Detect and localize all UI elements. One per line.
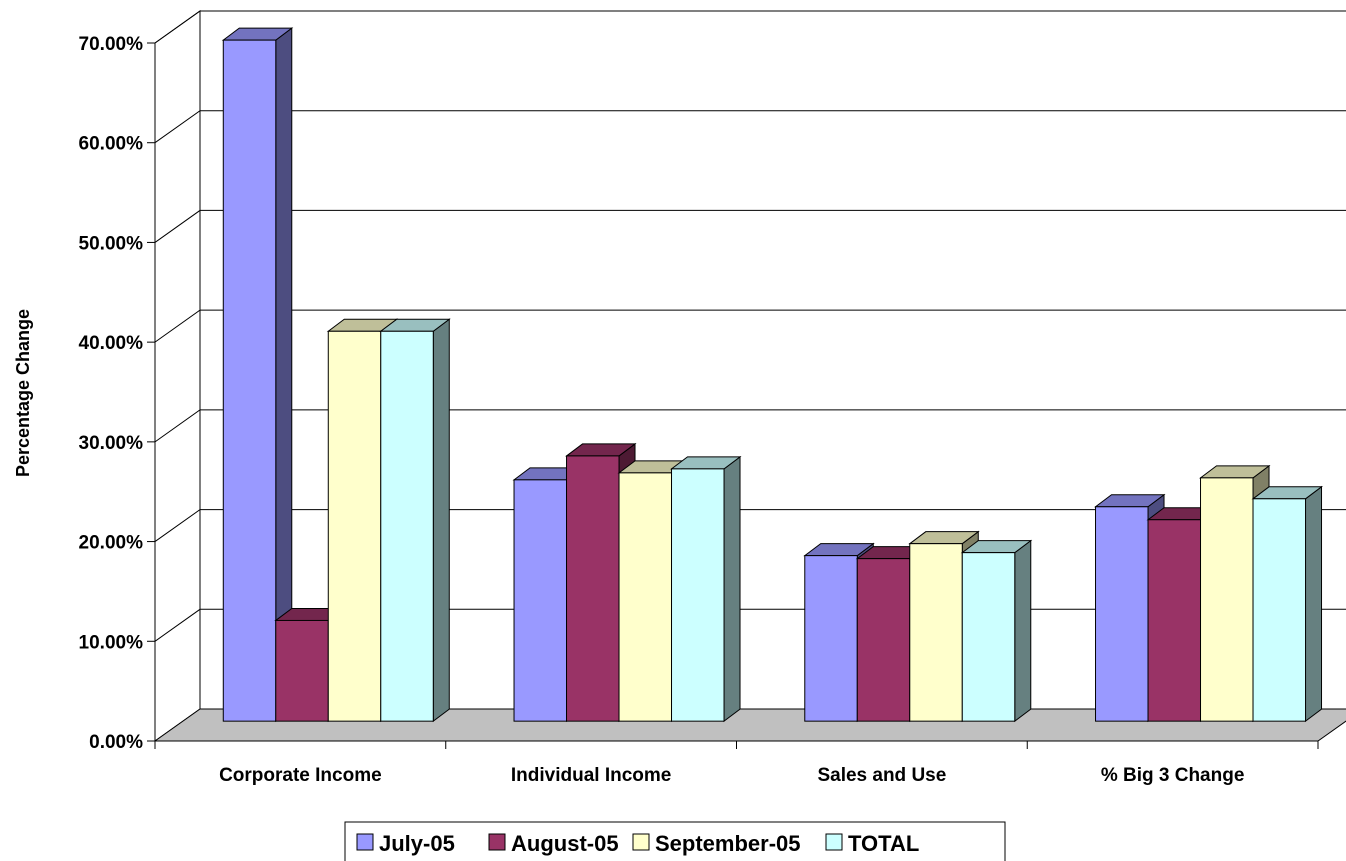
- legend-item: September-05: [632, 831, 801, 856]
- legend: July-05 August-05 September-05 TOTAL: [344, 821, 1006, 861]
- bar-front: [513, 479, 568, 722]
- gridline: [154, 509, 1346, 542]
- legend-label: August-05: [511, 831, 619, 856]
- bar: [1251, 485, 1324, 723]
- gridline: [154, 409, 1346, 443]
- bar-front: [380, 330, 434, 722]
- y-tick-label: 20.00%: [79, 533, 144, 554]
- y-tick-label: 50.00%: [79, 233, 144, 254]
- bar-side: [1305, 485, 1323, 723]
- chart-walls: [154, 10, 1346, 742]
- bar-front: [566, 455, 620, 722]
- category-label: Sales and Use: [817, 765, 946, 786]
- gridline: [154, 110, 1346, 144]
- y-axis-title: Percentage Change: [13, 309, 33, 477]
- legend-box: [344, 821, 1006, 861]
- category-label: % Big 3 Change: [1101, 765, 1245, 786]
- legend-item: July-05: [356, 831, 455, 856]
- category-label: Individual Income: [511, 765, 671, 786]
- gridlines: [154, 10, 1346, 642]
- bar-front: [961, 552, 1016, 722]
- bar-front: [1252, 498, 1307, 722]
- legend-swatch: [632, 833, 650, 851]
- bar: [221, 27, 294, 723]
- bar-side: [1014, 539, 1032, 723]
- bar: [670, 455, 742, 723]
- bar-front: [275, 619, 329, 722]
- legend-swatch: [356, 833, 374, 851]
- legend-swatch: [825, 833, 843, 851]
- bars: [221, 27, 1324, 723]
- legend-item: TOTAL: [825, 831, 919, 856]
- bar-front: [618, 472, 673, 722]
- y-tick-label: 40.00%: [79, 333, 144, 354]
- legend-item: August-05: [488, 831, 619, 856]
- bar-side: [723, 455, 741, 723]
- category-label: Corporate Income: [219, 765, 382, 786]
- bar-front: [671, 468, 725, 722]
- bar: [960, 539, 1033, 723]
- category-labels: Corporate Income Individual Income Sales a…: [219, 765, 1244, 786]
- bar-front: [804, 555, 858, 722]
- y-tick-label: 10.00%: [79, 632, 144, 653]
- bar-front: [856, 558, 911, 722]
- y-tick-labels: 0.00% 10.00% 20.00% 30.00% 40.00% 50.00% 60.00…: [79, 34, 144, 753]
- gridline: [154, 209, 1346, 243]
- bar-front: [1095, 506, 1149, 722]
- y-tick-label: 70.00%: [79, 34, 144, 55]
- bar-front: [909, 543, 963, 722]
- gridline: [154, 309, 1346, 343]
- axes: [147, 42, 1319, 749]
- gridline: [154, 10, 1346, 44]
- bar-front: [222, 39, 277, 722]
- legend-label: September-05: [655, 831, 801, 856]
- bar-front: [327, 330, 382, 722]
- legend-label: July-05: [379, 831, 455, 856]
- bar-front: [1200, 477, 1254, 722]
- y-tick-label: 0.00%: [89, 732, 143, 753]
- y-tick-label: 60.00%: [79, 134, 144, 155]
- bar-side: [432, 318, 450, 723]
- legend-label: TOTAL: [848, 831, 919, 856]
- side-wall: [154, 10, 201, 742]
- bar-front: [1147, 519, 1202, 722]
- legend-swatch: [488, 833, 506, 851]
- y-tick-label: 30.00%: [79, 433, 144, 454]
- bar: [379, 318, 451, 723]
